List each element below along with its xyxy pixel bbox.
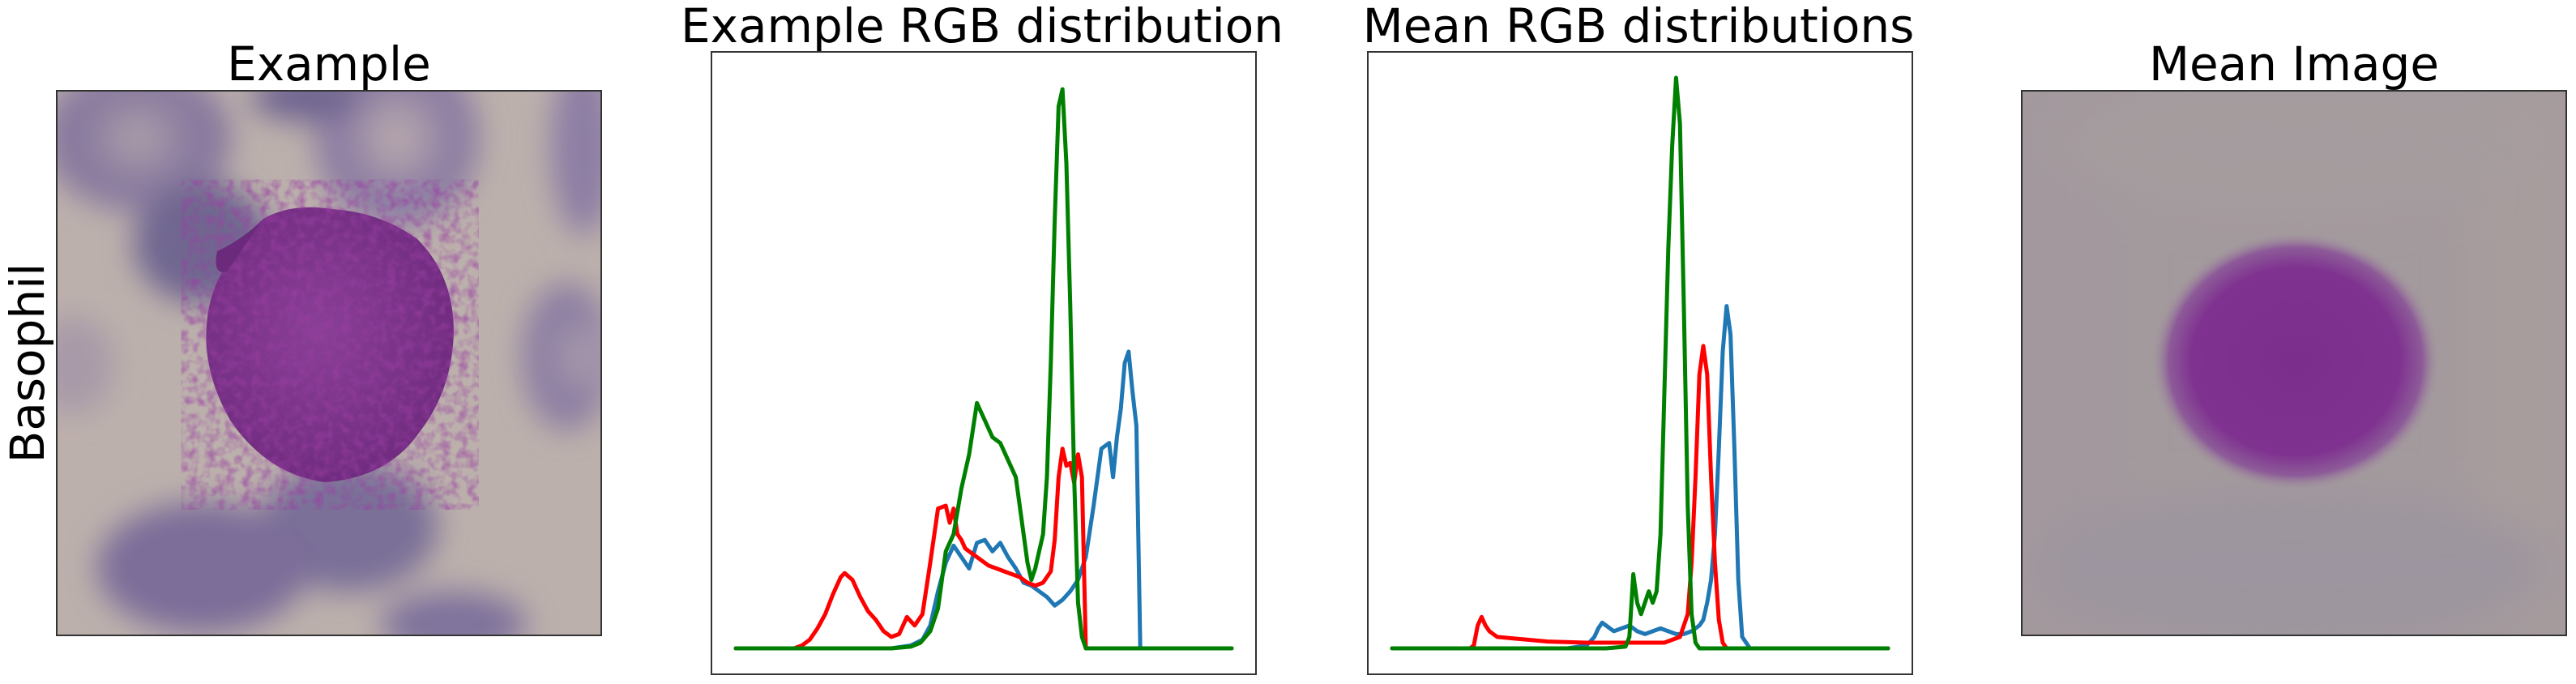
example-image-frame (56, 90, 602, 636)
example-image-title: Example (227, 36, 431, 92)
series-line-red (1390, 344, 1890, 651)
example-rgb-plot (733, 87, 1234, 651)
example-image (57, 91, 601, 635)
row-label: Basophil (0, 263, 55, 464)
mean-image-frame (2021, 90, 2567, 636)
mean-rgb-plot (1390, 75, 1890, 651)
mean-image-title: Mean Image (2149, 36, 2439, 92)
series-line-blue (733, 349, 1234, 651)
series-line-green (1390, 75, 1890, 651)
mean-image (2022, 91, 2566, 635)
series-line-blue (1390, 304, 1890, 651)
mean-rgb-title: Mean RGB distributions (1363, 0, 1915, 53)
example-rgb-title: Example RGB distribution (681, 0, 1284, 53)
series-line-red (733, 447, 1234, 651)
series-line-green (733, 87, 1234, 651)
mean-rgb-axes (1367, 51, 1913, 675)
example-rgb-axes (711, 51, 1257, 675)
